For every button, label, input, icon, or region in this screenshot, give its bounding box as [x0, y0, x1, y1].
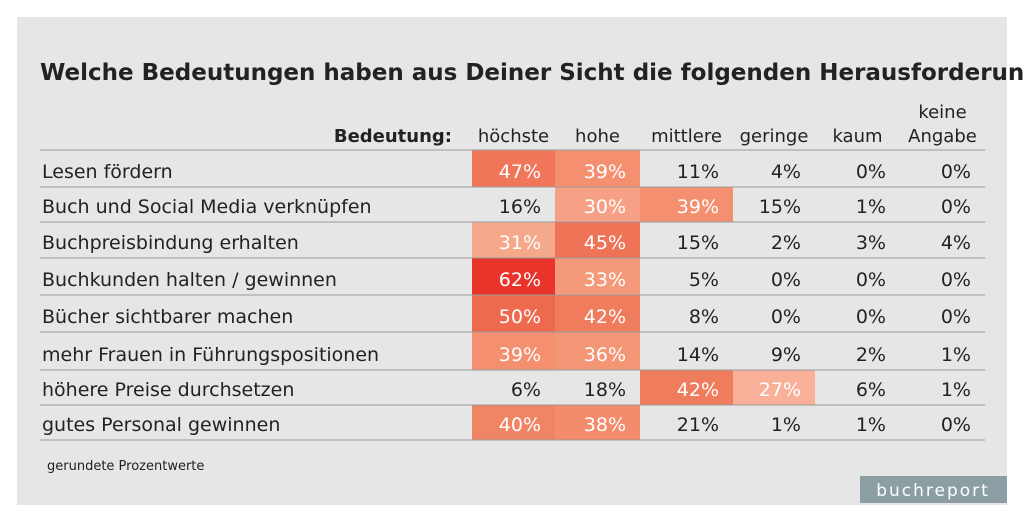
row-label: gutes Personal gewinnen: [42, 414, 280, 436]
cell-value: 1%: [941, 379, 971, 401]
cell-value: 27%: [759, 379, 801, 401]
cell-value: 62%: [499, 269, 541, 291]
brand-box: [860, 476, 1007, 503]
cell-value: 40%: [499, 414, 541, 436]
cell-value: 33%: [584, 269, 626, 291]
cell-value: 14%: [677, 344, 719, 366]
column-header: geringe: [740, 126, 809, 147]
cell-fill: [472, 222, 555, 258]
row-label: Buchpreisbindung erhalten: [42, 232, 299, 254]
cell-value: 15%: [759, 196, 801, 218]
cell-fill: [555, 187, 640, 222]
note: gerundete Prozentwerte: [47, 459, 204, 474]
cell-value: 45%: [584, 232, 626, 254]
cell-value: 4%: [941, 232, 971, 254]
brand: buchreport: [876, 481, 990, 501]
cell-value: 42%: [677, 379, 719, 401]
cell-fill: [555, 295, 640, 332]
title: Welche Bedeutungen haben aus Deiner Sich…: [40, 60, 1024, 86]
column-header: höchste: [478, 126, 549, 147]
cell-value: 36%: [584, 344, 626, 366]
row-label: höhere Preise durchsetzen: [42, 379, 294, 401]
cell-value: 0%: [856, 269, 886, 291]
cell-value: 38%: [584, 414, 626, 436]
cell-value: 0%: [856, 161, 886, 183]
cell-fill: [555, 405, 640, 440]
row-header: Bedeutung:: [334, 126, 452, 147]
cell-fill: [472, 332, 555, 370]
cell-value: 39%: [584, 161, 626, 183]
cell-value: 1%: [856, 196, 886, 218]
cell-value: 3%: [856, 232, 886, 254]
row-label: mehr Frauen in Führungspositionen: [42, 344, 379, 366]
cell-value: 42%: [584, 306, 626, 328]
cell-value: 16%: [499, 196, 541, 218]
cell-fill: [733, 370, 815, 405]
cell-value: 15%: [677, 232, 719, 254]
cell-value: 9%: [771, 344, 801, 366]
cell-value: 0%: [771, 306, 801, 328]
cell-value: 0%: [941, 269, 971, 291]
cell-fill: [472, 150, 555, 187]
cell-value: 8%: [689, 306, 719, 328]
row-label: Buch und Social Media verknüpfen: [42, 196, 372, 218]
cell-value: 11%: [677, 161, 719, 183]
cell-value: 0%: [941, 306, 971, 328]
cell-value: 1%: [941, 344, 971, 366]
cell-value: 0%: [941, 414, 971, 436]
cell-value: 50%: [499, 306, 541, 328]
cell-value: 30%: [584, 196, 626, 218]
cell-fill: [640, 370, 733, 405]
column-header: Angabe: [908, 126, 977, 147]
cell-value: 0%: [856, 306, 886, 328]
cell-fill: [472, 405, 555, 440]
cell-value: 0%: [771, 269, 801, 291]
cell-value: 21%: [677, 414, 719, 436]
cell-value: 0%: [941, 196, 971, 218]
cell-fill: [640, 187, 733, 222]
cell-value: 18%: [584, 379, 626, 401]
row-label: Bücher sichtbarer machen: [42, 306, 293, 328]
cell-fill: [472, 295, 555, 332]
cell-value: 2%: [771, 232, 801, 254]
cell-value: 0%: [941, 161, 971, 183]
cell-value: 47%: [499, 161, 541, 183]
cell-fill: [555, 332, 640, 370]
cell-value: 31%: [499, 232, 541, 254]
cell-value: 39%: [499, 344, 541, 366]
column-header: mittlere: [651, 126, 722, 147]
cell-fill: [472, 258, 555, 295]
row-label: Lesen fördern: [42, 161, 173, 183]
cell-value: 1%: [771, 414, 801, 436]
cell-value: 6%: [856, 379, 886, 401]
cell-value: 5%: [689, 269, 719, 291]
cell-value: 2%: [856, 344, 886, 366]
cell-value: 1%: [856, 414, 886, 436]
cell-fill: [555, 258, 640, 295]
column-header: hohe: [575, 126, 620, 147]
cell-value: 6%: [511, 379, 541, 401]
cell-value: 39%: [677, 196, 719, 218]
cell-fill: [555, 150, 640, 187]
cell-value: 4%: [771, 161, 801, 183]
row-label: Buchkunden halten / gewinnen: [42, 269, 337, 291]
column-header: kaum: [832, 126, 882, 147]
column-header: keine: [918, 102, 966, 123]
cell-fill: [555, 222, 640, 258]
